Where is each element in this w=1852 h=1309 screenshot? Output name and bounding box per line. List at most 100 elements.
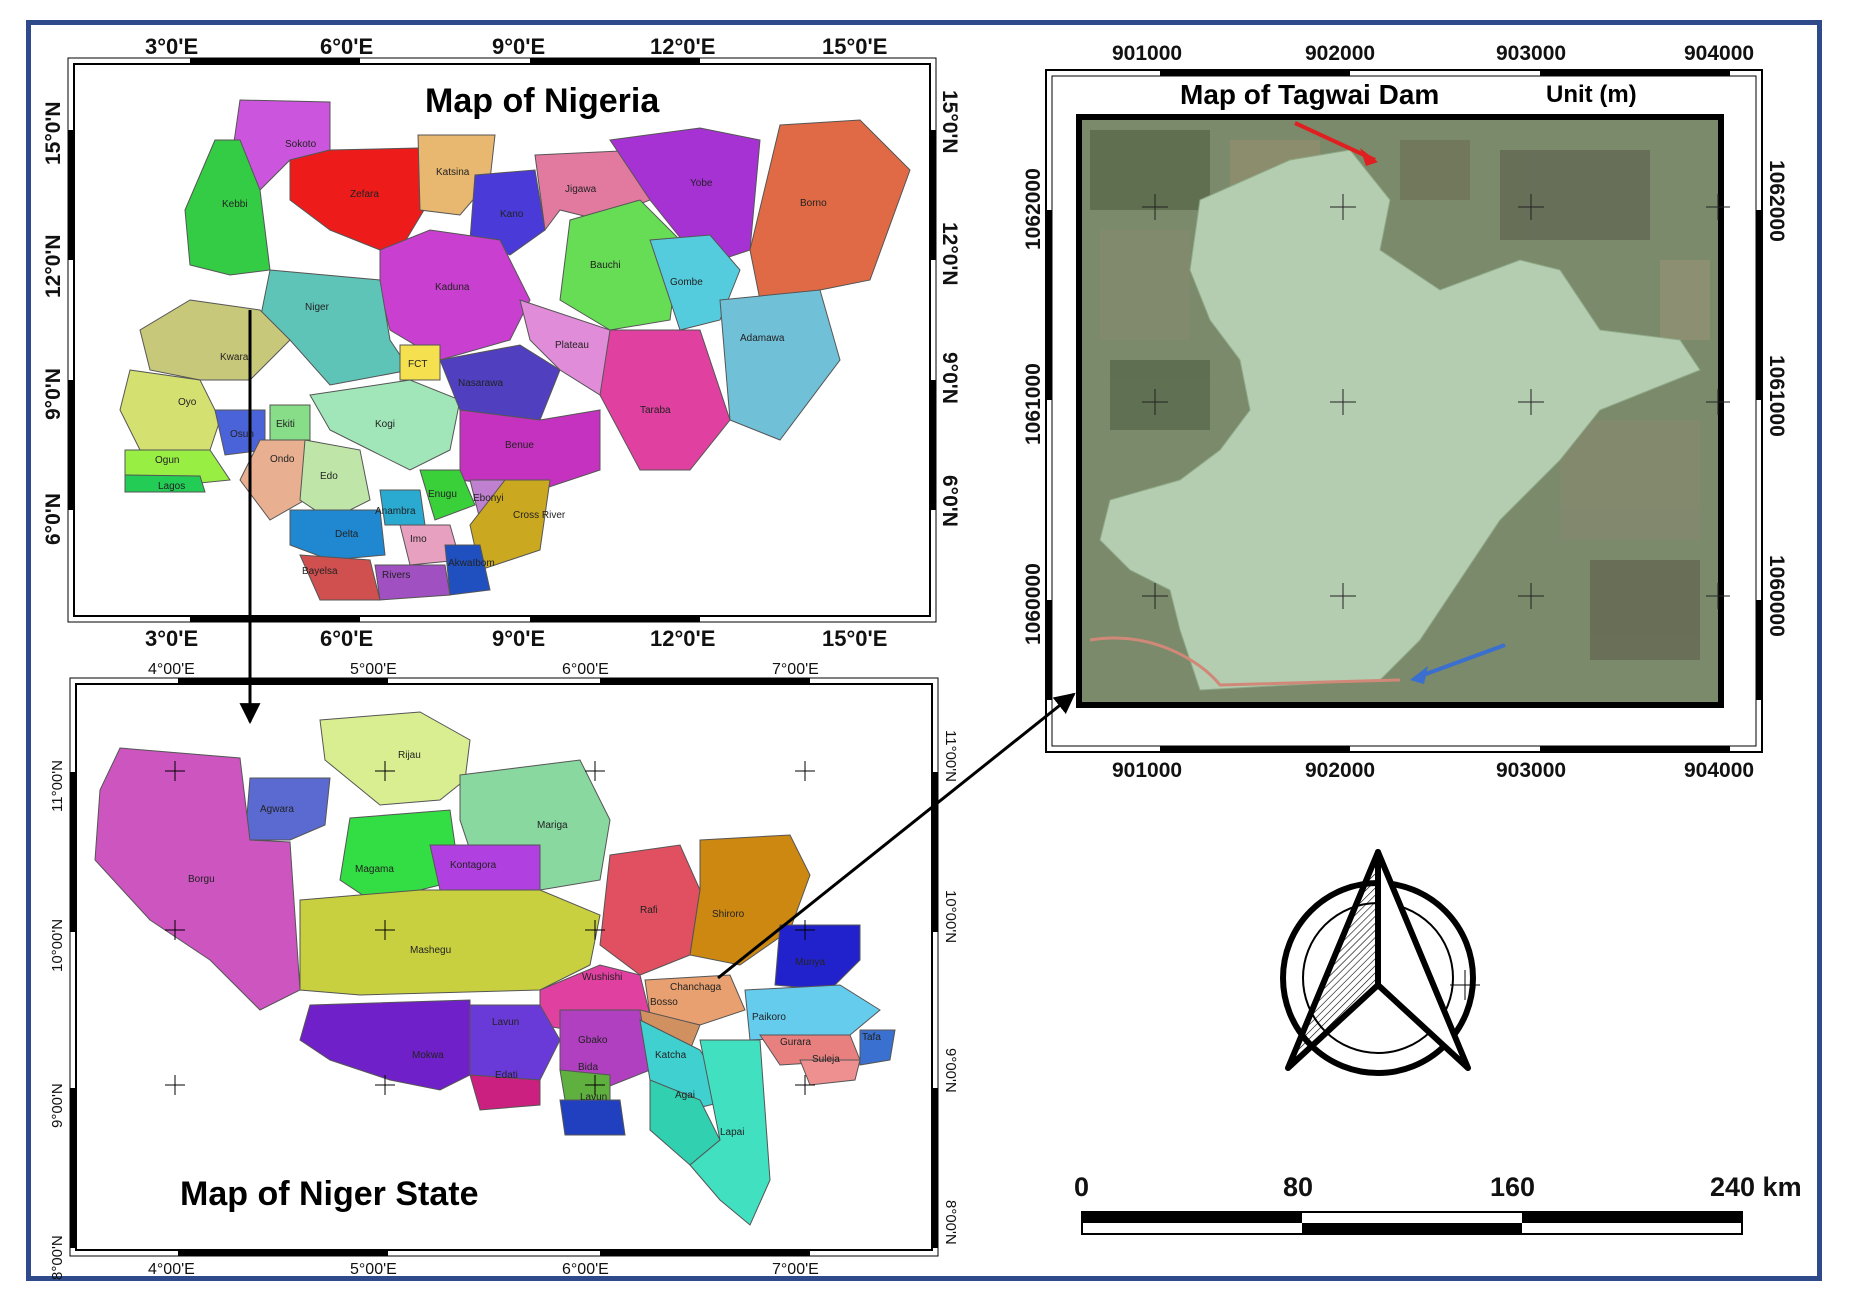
state-label: Osun <box>230 429 254 440</box>
nigeria-inner-frame <box>73 63 931 617</box>
niger-top-ticks: 4°00'E 5°00'E 6°00'E 7°00'E <box>148 661 819 678</box>
north-arrow-icon <box>1280 849 1480 1076</box>
tick-label: 9°00'N <box>942 1048 959 1093</box>
lga-tafa <box>859 1029 896 1066</box>
lga-label: Mokwa <box>412 1050 444 1061</box>
state-label: Enugu <box>428 489 457 500</box>
tick-label: 6°0'N <box>42 493 65 545</box>
tick-label: 904000 <box>1684 759 1754 782</box>
niger-lgas <box>94 711 896 1226</box>
state-label: Adamawa <box>740 333 785 344</box>
lga-munya <box>774 924 861 991</box>
red-arrow-shaft <box>1294 121 1376 162</box>
tagwai-dam-map: Map of Tagwai Dam Unit (m) 901000 902000… <box>1022 42 1788 782</box>
lga-label: Bida <box>578 1062 598 1073</box>
tick-label: 15°0'E <box>822 626 887 651</box>
state-yobe <box>609 127 761 261</box>
lga-label: Gurara <box>780 1037 812 1048</box>
dam-outer-frame <box>1045 69 1763 753</box>
niger-inner-frame <box>75 683 933 1251</box>
state-label: Ebonyi <box>473 493 504 504</box>
state-borno <box>749 119 911 301</box>
tick-label: 901000 <box>1112 759 1182 782</box>
tick-label: 903000 <box>1496 759 1566 782</box>
state-label: Plateau <box>555 340 589 351</box>
tick-label: 1061000 <box>1765 355 1788 437</box>
state-cross-river <box>469 479 551 571</box>
tick-label: 4°00'E <box>148 1261 195 1278</box>
lga-chanchaga <box>644 974 746 1026</box>
lga-label: Borgu <box>188 874 215 885</box>
lga-label: Katcha <box>655 1050 687 1061</box>
tick-label: 4°00'E <box>148 661 195 678</box>
niger-right-ticks: 11°00'N 10°00'N 9°00'N 8°00'N <box>942 730 959 1245</box>
state-enugu <box>419 469 476 521</box>
lga-label: Rafi <box>640 905 658 916</box>
lga-label: Magama <box>355 864 394 875</box>
state-label: Sokoto <box>285 139 317 150</box>
state-kogi <box>309 379 461 471</box>
tick-label: 12°0'N <box>42 234 65 298</box>
lga-label: Mariga <box>537 820 568 831</box>
lga-label: Munya <box>795 957 825 968</box>
lga-label: Edati <box>495 1070 518 1081</box>
lga-label: Lavun <box>492 1017 519 1028</box>
dam-graticule <box>1142 194 1730 609</box>
tick-label: 6°0'E <box>320 34 373 59</box>
state-nasarawa <box>439 344 561 421</box>
tick-label: 12°0'E <box>650 34 715 59</box>
state-label: Zefara <box>350 189 379 200</box>
lga-lapai <box>689 1039 771 1226</box>
lga-label: Paikoro <box>752 1012 786 1023</box>
state-kebbi <box>184 139 271 276</box>
dam-bottom-ticks: 901000 902000 903000 904000 <box>1112 759 1754 782</box>
nigeria-states <box>119 99 911 601</box>
tick-label: 3°0'E <box>145 34 198 59</box>
state-label: Kano <box>500 209 524 220</box>
tick-label: 5°00'E <box>350 1261 397 1278</box>
state-adamawa <box>719 289 841 441</box>
state-fct <box>399 344 441 381</box>
tick-label: 6°0'E <box>320 626 373 651</box>
dam-unit-label: Unit (m) <box>1546 81 1637 108</box>
dam-map-title: Map of Tagwai Dam <box>1180 79 1439 110</box>
nigeria-outer-frame <box>67 57 937 623</box>
state-delta <box>289 509 386 561</box>
tick-label: 1062000 <box>1022 168 1045 250</box>
state-label: Kaduna <box>435 282 470 293</box>
lga-label: Agai <box>675 1090 695 1101</box>
state-label: Katsina <box>436 167 470 178</box>
state-ekiti <box>269 404 311 441</box>
state-label: Yobe <box>690 178 713 189</box>
state-label: Borno <box>800 198 827 209</box>
tick-label: 15°0'N <box>42 101 65 165</box>
outer-frame <box>26 20 1822 1281</box>
lga-mokwa <box>299 999 471 1091</box>
tick-label: 9°0'E <box>492 626 545 651</box>
tick-label: 11°00'N <box>942 730 959 782</box>
niger-frame-bars <box>70 678 938 1256</box>
red-arrow-icon <box>1360 148 1378 166</box>
tick-label: 902000 <box>1305 759 1375 782</box>
tick-label: 1061000 <box>1022 363 1045 445</box>
state-label: Cross River <box>513 510 566 521</box>
nigeria-left-ticks: 15°0'N 12°0'N 9°0'N 6°0'N <box>42 101 65 545</box>
tick-label: 6°00'E <box>562 661 609 678</box>
lga-mashegu <box>299 889 601 996</box>
lga-label: Tafa <box>862 1032 881 1043</box>
tick-label: 6°00'E <box>562 1261 609 1278</box>
state-label: AkwaIbom <box>448 558 495 569</box>
state-ondo <box>239 439 306 521</box>
state-label: Benue <box>505 440 534 451</box>
state-label: Ondo <box>270 454 295 465</box>
tick-label: 8°00'N <box>49 1235 66 1280</box>
lga-label: Wushishi <box>582 972 622 983</box>
state-label: Gombe <box>670 277 703 288</box>
state-label: Bayelsa <box>302 566 338 577</box>
tick-label: 15°0'N <box>938 90 961 154</box>
lga-label: Agwara <box>260 804 294 815</box>
niger-graticule <box>165 761 815 1095</box>
state-label: Edo <box>320 471 338 482</box>
blue-arrow-shaft <box>1414 643 1506 680</box>
